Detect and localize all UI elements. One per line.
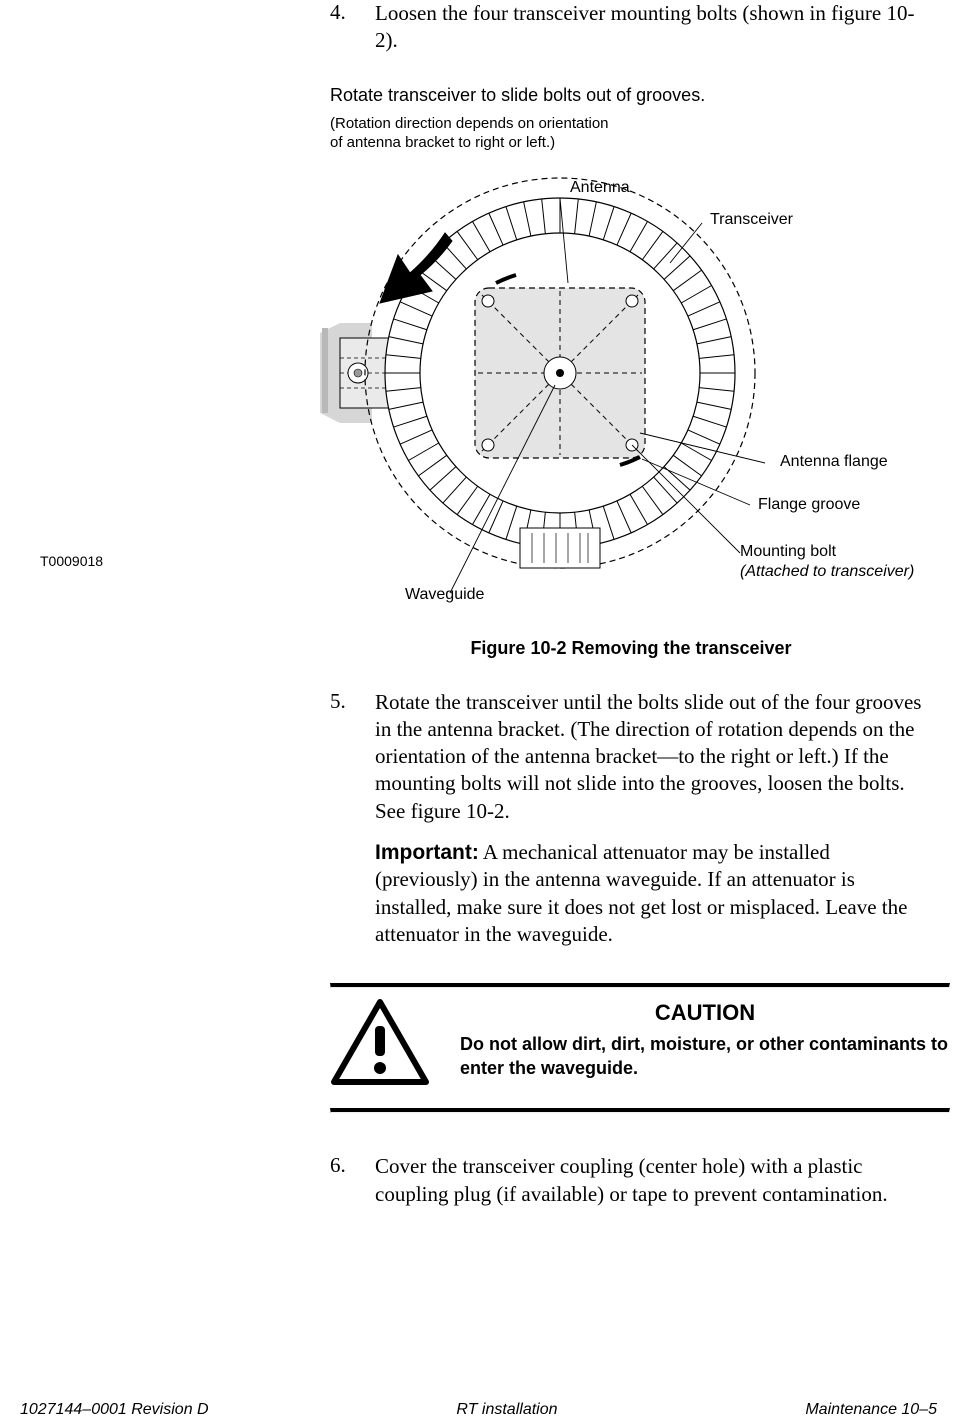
label-transceiver: Transceiver <box>710 211 793 229</box>
figure-10-2: Rotate transceiver to slide bolts out of… <box>330 85 932 659</box>
figure-id: T0009018 <box>40 553 103 569</box>
caution-rule-bottom <box>330 1108 950 1113</box>
figure-diagram: Antenna Transceiver Antenna flange Flang… <box>310 163 950 623</box>
figure-instruction: Rotate transceiver to slide bolts out of… <box>330 85 932 106</box>
caution-title: CAUTION <box>460 998 950 1028</box>
step-6-number: 6. <box>330 1153 375 1208</box>
figure-subinstruction-line1: (Rotation direction depends on orientati… <box>330 115 609 132</box>
caution-text: Do not allow dirt, dirt, moisture, or ot… <box>460 1032 950 1081</box>
caution-body: CAUTION Do not allow dirt, dirt, moistur… <box>330 988 950 1108</box>
label-antenna: Antenna <box>570 179 630 197</box>
label-antenna-flange: Antenna flange <box>780 453 888 471</box>
important-spacer <box>330 839 375 948</box>
step-4: 4. Loosen the four transceiver mounting … <box>330 0 932 55</box>
figure-caption: Figure 10-2 Removing the transceiver <box>330 638 932 659</box>
caution-text-wrap: CAUTION Do not allow dirt, dirt, moistur… <box>430 998 950 1080</box>
label-mounting-bolt: Mounting bolt <box>740 543 836 561</box>
important-label: Important: <box>375 841 479 864</box>
step-5-text: Rotate the transceiver until the bolts s… <box>375 689 932 825</box>
page: 4. Loosen the four transceiver mounting … <box>0 0 977 1425</box>
content-area: 4. Loosen the four transceiver mounting … <box>330 0 932 1208</box>
page-footer: 1027144–0001 Revision D RT installation … <box>0 1401 977 1419</box>
caution-icon <box>330 998 430 1093</box>
important-note: Important: A mechanical attenuator may b… <box>330 839 932 948</box>
footer-left: 1027144–0001 Revision D <box>20 1401 209 1419</box>
footer-right: Maintenance 10–5 <box>805 1401 937 1419</box>
step-5-number: 5. <box>330 689 375 825</box>
step-4-text: Loosen the four transceiver mounting bol… <box>375 0 932 55</box>
step-4-number: 4. <box>330 0 375 55</box>
label-flange-groove: Flange groove <box>758 496 860 514</box>
footer-center: RT installation <box>456 1401 557 1419</box>
step-6-text: Cover the transceiver coupling (center h… <box>375 1153 932 1208</box>
step-6: 6. Cover the transceiver coupling (cente… <box>330 1153 932 1208</box>
figure-subinstruction-line2: of antenna bracket to right or left.) <box>330 134 555 151</box>
figure-subinstruction: (Rotation direction depends on orientati… <box>330 114 932 153</box>
important-text: Important: A mechanical attenuator may b… <box>375 839 932 948</box>
transceiver-diagram-svg <box>310 163 950 623</box>
label-mounting-bolt-sub: (Attached to transceiver) <box>740 563 914 581</box>
caution-block: CAUTION Do not allow dirt, dirt, moistur… <box>330 983 950 1113</box>
step-5: 5. Rotate the transceiver until the bolt… <box>330 689 932 825</box>
label-waveguide: Waveguide <box>405 586 484 604</box>
